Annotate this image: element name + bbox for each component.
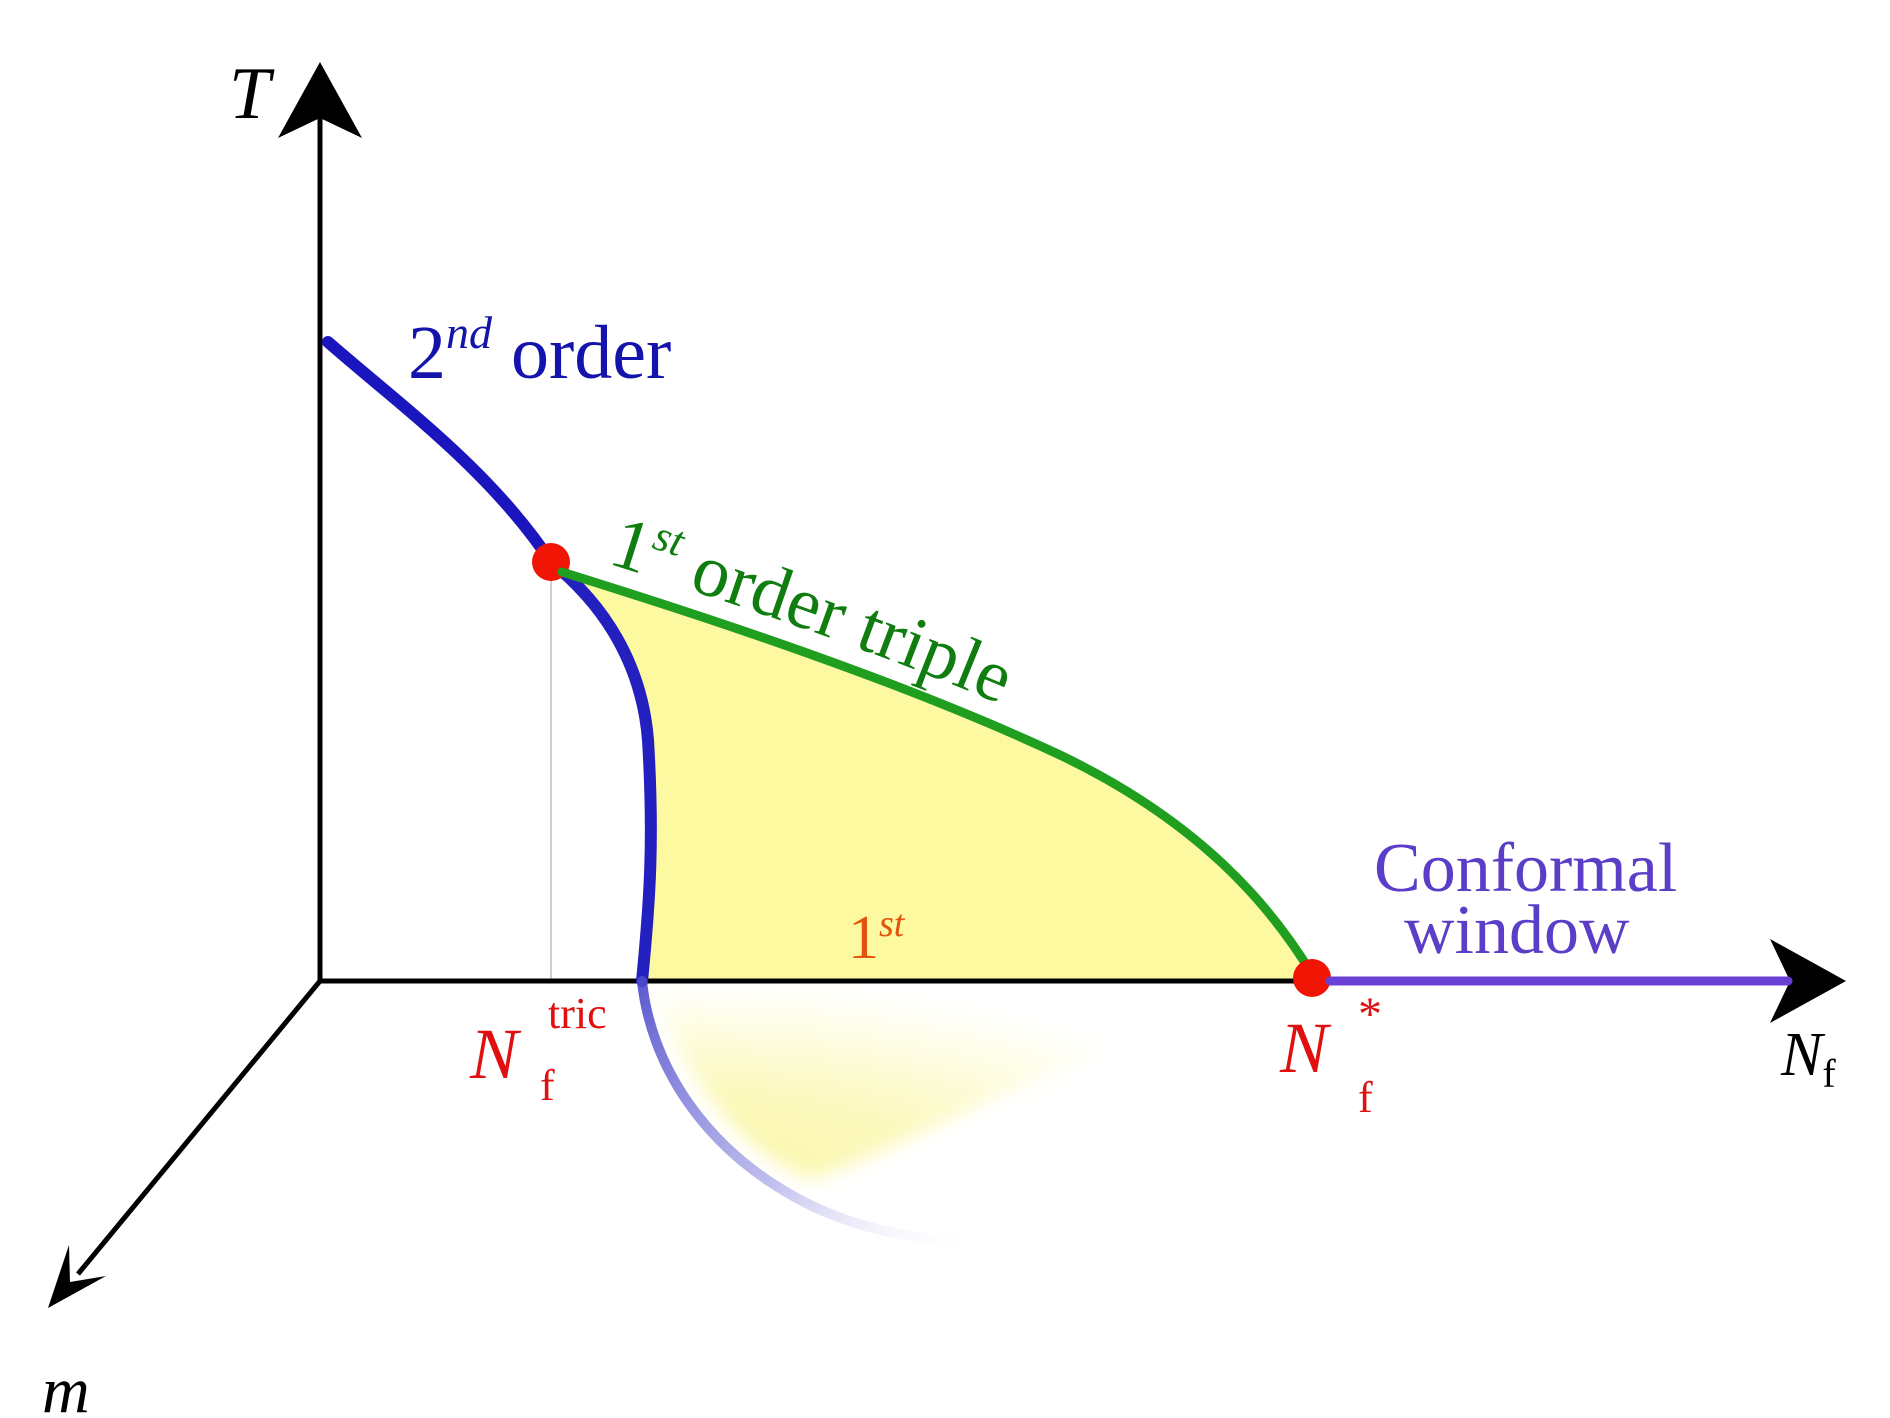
svg-text:2nd order: 2nd order: [408, 307, 671, 395]
svg-text:*: *: [1358, 988, 1382, 1041]
svg-text:N: N: [1279, 1008, 1332, 1088]
svg-text:Nf: Nf: [1780, 1021, 1836, 1096]
svg-text:tric: tric: [548, 989, 607, 1038]
svg-text:f: f: [540, 1061, 555, 1110]
svg-text:window: window: [1404, 892, 1630, 969]
svg-text:f: f: [1358, 1073, 1373, 1122]
svg-text:m: m: [42, 1354, 90, 1418]
svg-text:T: T: [229, 53, 275, 135]
svg-text:N: N: [469, 1014, 522, 1094]
